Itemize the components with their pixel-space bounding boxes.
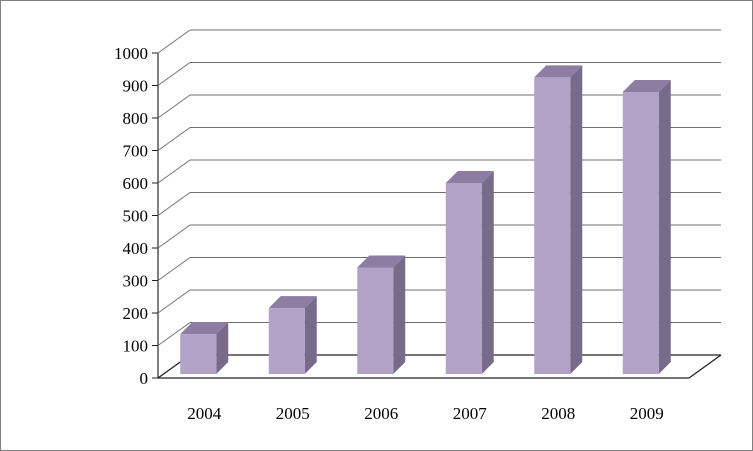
bar-side <box>393 255 406 374</box>
bars <box>180 65 671 374</box>
y-tick-label: 1000 <box>114 44 148 63</box>
y-tick-label: 300 <box>123 272 149 291</box>
x-tick-label: 2006 <box>364 404 398 423</box>
y-axis-tick-labels: 0 100 200 300 400 500 600 700 800 900 1000 <box>114 44 148 388</box>
bar-top <box>622 80 671 92</box>
bar-top <box>268 296 317 309</box>
bar-2009 <box>622 80 671 374</box>
y-tick-label: 800 <box>123 109 149 128</box>
bar-front <box>445 183 482 374</box>
bar-side <box>481 171 494 374</box>
bar-side <box>304 296 317 374</box>
bar-2005 <box>268 296 317 374</box>
bar-front <box>534 77 571 374</box>
x-tick-label: 2004 <box>187 404 222 423</box>
x-tick-label: 2007 <box>453 404 488 423</box>
x-tick-label: 2005 <box>276 404 310 423</box>
bar-2008 <box>534 65 583 374</box>
bar-top <box>357 255 406 268</box>
bar-2006 <box>357 255 406 374</box>
x-tick-label: 2009 <box>630 404 664 423</box>
x-tick-label: 2008 <box>541 404 575 423</box>
bar-2004 <box>180 322 229 374</box>
y-tick-label: 500 <box>123 207 149 226</box>
y-tick-label: 200 <box>123 304 149 323</box>
y-tick-label: 600 <box>123 174 149 193</box>
y-tick-label: 900 <box>123 77 149 96</box>
bar-front <box>622 92 659 374</box>
gridline-1000 <box>157 29 721 54</box>
bar-top <box>445 171 494 183</box>
bar-top <box>180 322 229 335</box>
bar-front <box>268 308 305 374</box>
y-tick-label: 700 <box>123 142 149 161</box>
bar-side <box>216 322 229 374</box>
bar-front <box>357 267 394 374</box>
bar-top <box>534 65 583 78</box>
bar-2007 <box>445 171 494 374</box>
y-tick-label: 100 <box>123 337 149 356</box>
y-tick-label: 400 <box>123 239 149 258</box>
bar-front <box>180 334 217 374</box>
y-tick-label: 0 <box>140 369 149 388</box>
bar-side <box>570 65 583 374</box>
gridline-900 <box>157 62 721 86</box>
x-axis-category-labels: 2004 2005 2006 2007 2008 2009 <box>187 404 664 423</box>
bar-side <box>658 80 671 374</box>
